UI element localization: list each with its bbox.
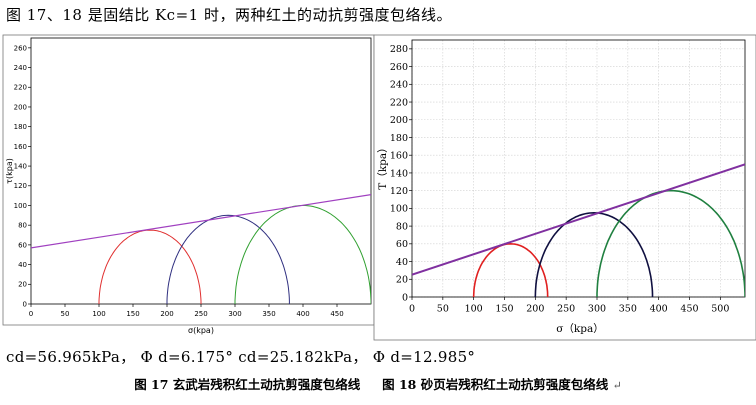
x-tick-label: 150 — [495, 304, 513, 315]
x-axis-label: σ(kpa) — [188, 326, 214, 335]
y-tick-label: 140 — [390, 168, 408, 179]
x-tick-label: 400 — [650, 304, 668, 315]
figure-frame — [373, 34, 756, 341]
x-tick-label: 200 — [526, 304, 544, 315]
paragraph-mark: ↵ — [612, 379, 622, 392]
y-tick-label: 60 — [396, 239, 408, 250]
y-tick-label: 40 — [396, 257, 408, 268]
x-axis-label: σ（kpa） — [556, 323, 604, 335]
x-tick-label: 500 — [711, 304, 729, 315]
strength-envelope-line — [31, 193, 371, 249]
x-tick-label: 400 — [296, 310, 309, 318]
y-tick-label: 160 — [390, 151, 408, 162]
y-axis-label: τ(kpa) — [5, 158, 14, 184]
y-tick-label: 180 — [14, 123, 27, 131]
y-tick-label: 180 — [390, 133, 408, 144]
y-tick-label: 240 — [14, 64, 27, 72]
x-tick-label: 250 — [557, 304, 575, 315]
y-tick-label: 200 — [390, 115, 408, 126]
y-tick-label: 60 — [18, 241, 27, 249]
y-tick-label: 220 — [14, 84, 27, 92]
x-tick-label: 300 — [228, 310, 241, 318]
x-tick-label: 100 — [92, 310, 105, 318]
x-tick-label: 350 — [262, 310, 275, 318]
mohr-circle-1 — [98, 229, 202, 304]
intro-text: 图 17、18 是固结比 Kc=1 时，两种红土的动抗剪强度包络线。 — [6, 6, 452, 24]
y-tick-label: 0 — [402, 292, 408, 303]
x-tick-label: 50 — [437, 304, 449, 315]
y-tick-label: 40 — [18, 261, 27, 269]
y-tick-label: 80 — [18, 222, 27, 230]
x-tick-label: 0 — [29, 310, 33, 318]
x-tick-label: 0 — [409, 304, 415, 315]
y-tick-label: 140 — [14, 163, 27, 171]
y-tick-label: 120 — [390, 186, 408, 197]
figure-frame — [2, 34, 375, 326]
mohr-circle-2 — [166, 214, 290, 304]
y-tick-label: 160 — [14, 143, 27, 151]
x-tick-label: 150 — [126, 310, 139, 318]
x-tick-label: 300 — [588, 304, 606, 315]
intro-paragraph: 图 17、18 是固结比 Kc=1 时，两种红土的动抗剪强度包络线。 — [6, 4, 452, 25]
x-tick-label: 200 — [160, 310, 173, 318]
y-axis-label: T（kpa） — [377, 142, 389, 189]
caption-fig17: 图 17 玄武岩残积红土动抗剪强度包络线 — [134, 377, 361, 392]
y-tick-label: 200 — [14, 103, 27, 111]
x-tick-label: 250 — [194, 310, 207, 318]
plot-series — [31, 193, 371, 304]
x-tick-label: 450 — [330, 310, 343, 318]
plot-series — [412, 163, 745, 297]
mohr-circle-3 — [596, 189, 745, 297]
caption-fig18: 图 18 砂页岩残积红土动抗剪强度包络线 — [382, 377, 609, 392]
y-tick-label: 260 — [390, 62, 408, 73]
plot-area-border — [411, 39, 746, 298]
mohr-circle-2 — [534, 211, 654, 297]
y-tick-label: 260 — [14, 44, 27, 52]
strength-envelope-line — [412, 163, 745, 276]
y-tick-label: 120 — [14, 182, 27, 190]
x-tick-label: 50 — [61, 310, 70, 318]
chart-basalt-red-clay: 0 50 100 150 200 250 300 350 400 450 0 20 40 60 80 100 1… — [2, 34, 375, 335]
x-tick-label: 100 — [465, 304, 483, 315]
x-tick-label: 350 — [619, 304, 637, 315]
y-tick-label: 80 — [396, 221, 408, 232]
y-tick-label: 20 — [18, 281, 27, 289]
strength-parameters: cd=56.965kPa， Φ d=6.175° cd=25.182kPa， Φ… — [6, 348, 476, 366]
y-tick-label: 240 — [390, 80, 408, 91]
x-tick-label: 450 — [680, 304, 698, 315]
mohr-circle-1 — [472, 242, 549, 297]
y-tick-label: 0 — [23, 300, 27, 308]
y-tick-label: 280 — [390, 44, 408, 55]
chart-sandshale-red-clay: 0 50 100 150 200 250 300 350 400 450 500 0 20 40 60 80 1… — [373, 34, 756, 341]
y-tick-label: 220 — [390, 97, 408, 108]
figure-captions: 图 17 玄武岩残积红土动抗剪强度包络线 图 18 砂页岩残积红土动抗剪强度包络… — [0, 374, 756, 393]
y-tick-label: 20 — [396, 275, 408, 286]
y-tick-label: 100 — [14, 202, 27, 210]
y-tick-label: 100 — [390, 204, 408, 215]
